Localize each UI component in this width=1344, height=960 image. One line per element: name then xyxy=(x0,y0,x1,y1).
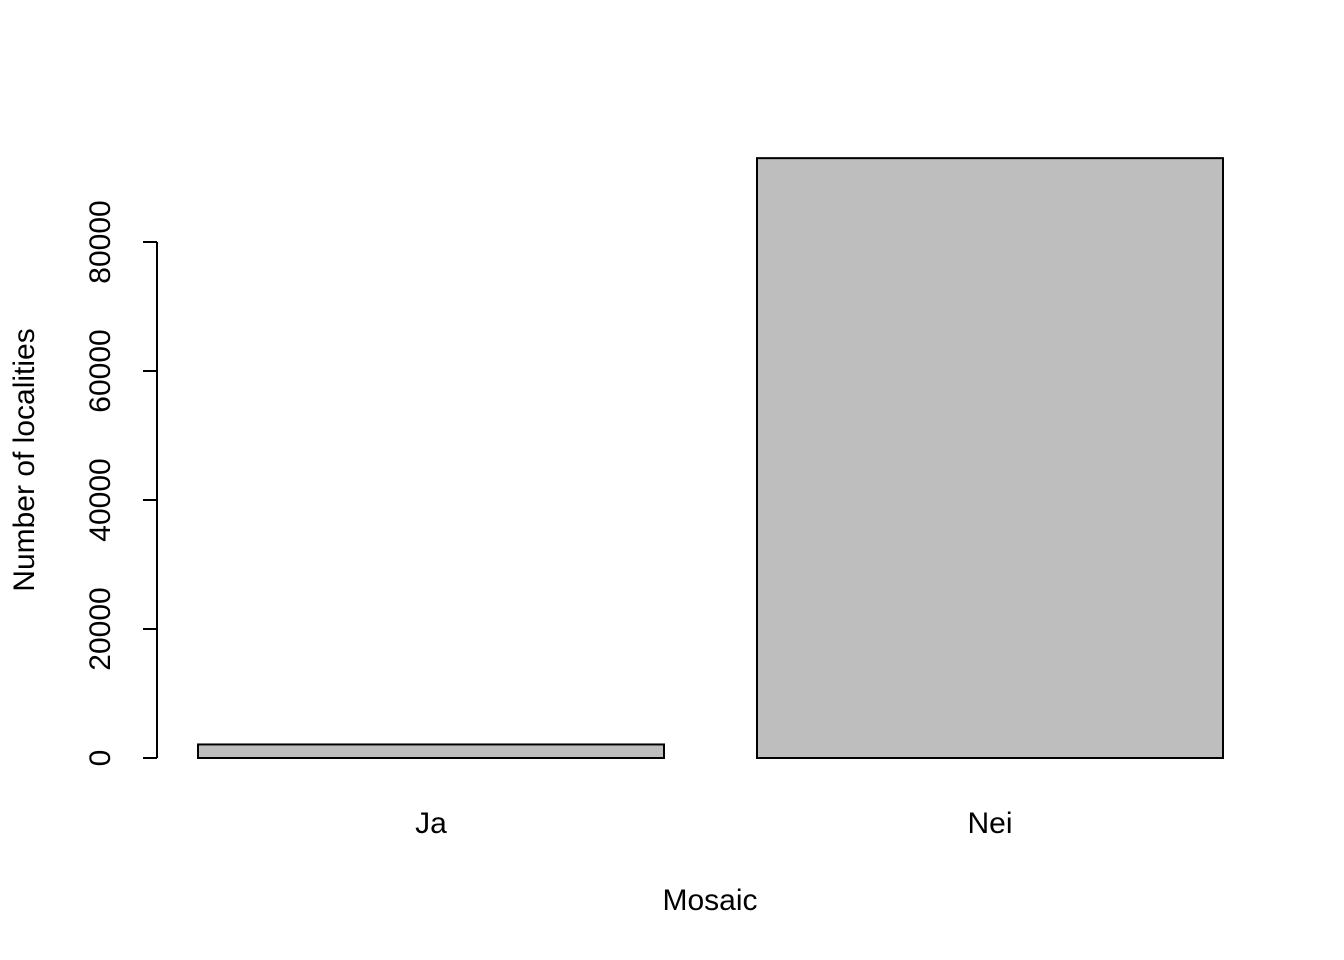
bar-ja xyxy=(197,743,665,760)
y-tick-label: 60000 xyxy=(84,329,117,412)
y-tick-label: 40000 xyxy=(84,458,117,541)
y-axis: 0 20000 40000 60000 80000 xyxy=(84,200,158,767)
y-tick-label: 80000 xyxy=(84,200,117,283)
x-axis-label: Mosaic xyxy=(662,884,757,917)
bar-nei xyxy=(756,157,1224,759)
bars-group xyxy=(197,157,1224,760)
y-tick-label: 20000 xyxy=(84,587,117,670)
x-tick-labels: Ja Nei xyxy=(415,807,1012,840)
y-tick-label: 0 xyxy=(84,750,117,767)
x-tick-label: Nei xyxy=(967,807,1012,840)
x-tick-label: Ja xyxy=(415,807,447,840)
y-axis-label: Number of localities xyxy=(8,328,41,591)
